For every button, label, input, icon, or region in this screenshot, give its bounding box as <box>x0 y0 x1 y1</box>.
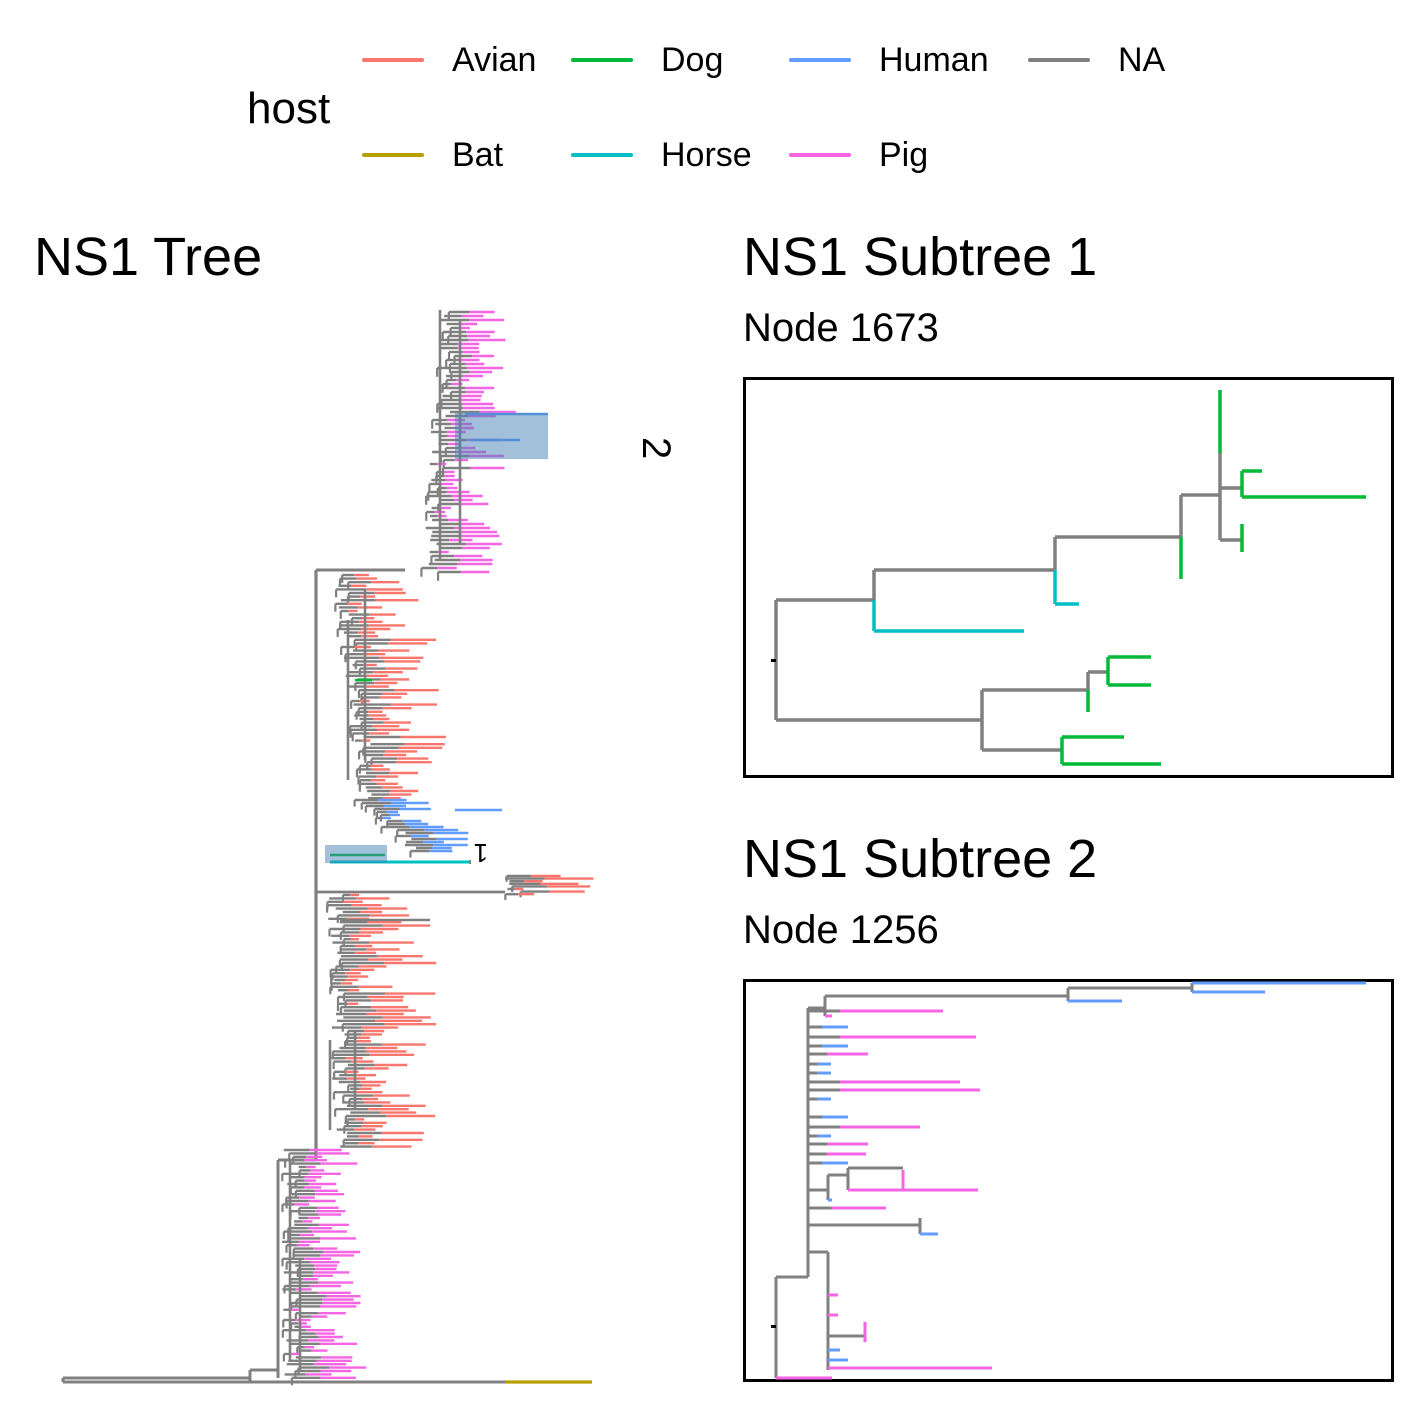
legend-item-na: NA <box>1028 40 1165 80</box>
main-tree-title: NS1 Tree <box>34 227 263 287</box>
legend-label: Human <box>879 40 989 79</box>
legend-label: NA <box>1118 40 1166 79</box>
legend-item-pig: Pig <box>789 135 928 175</box>
highlight-box-2 <box>455 413 548 459</box>
legend-label: Dog <box>661 40 724 79</box>
legend-item-horse: Horse <box>571 135 752 175</box>
legend-label: Bat <box>452 135 504 174</box>
subtree2-title: NS1 Subtree 2 <box>743 829 1098 889</box>
legend-label: Horse <box>661 135 752 174</box>
subtree2-subtitle: Node 1256 <box>743 908 939 952</box>
subtree1-subtitle: Node 1673 <box>743 306 939 350</box>
legend-item-human: Human <box>789 40 989 80</box>
legend-swatch <box>362 153 424 157</box>
subtree2-branches <box>774 981 1366 1380</box>
highlight-box-1 <box>325 845 387 863</box>
subtree1-frame <box>743 377 1394 778</box>
legend-item-dog: Dog <box>571 40 723 80</box>
legend-swatch <box>571 58 633 62</box>
subtree2-root-marker <box>771 1325 776 1328</box>
subtree1-title: NS1 Subtree 1 <box>743 227 1098 287</box>
subtree2-frame <box>743 979 1394 1382</box>
legend-item-bat: Bat <box>362 135 503 175</box>
subtree1-branches <box>774 390 1366 766</box>
legend-label: Avian <box>452 40 537 79</box>
main-tree: 1 2 <box>61 310 678 1386</box>
legend-swatch <box>362 58 424 62</box>
legend-item-avian: Avian <box>362 40 536 80</box>
highlight-label-2: 2 <box>634 437 678 459</box>
highlight-label-1: 1 <box>474 838 488 868</box>
legend-swatch <box>1028 58 1090 62</box>
subtree1-root-marker <box>771 659 776 662</box>
legend-label: Pig <box>879 135 929 174</box>
legend-swatch <box>789 153 851 157</box>
legend-swatch <box>789 58 851 62</box>
legend-title: host <box>247 84 331 133</box>
legend-swatch <box>571 153 633 157</box>
